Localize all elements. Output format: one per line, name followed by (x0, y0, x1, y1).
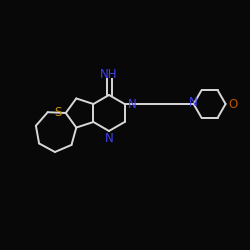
Text: NH: NH (100, 68, 118, 80)
Text: O: O (228, 98, 237, 110)
Text: N: N (189, 96, 198, 110)
Text: N: N (104, 132, 114, 145)
Text: S: S (54, 106, 62, 120)
Text: N: N (128, 98, 137, 110)
